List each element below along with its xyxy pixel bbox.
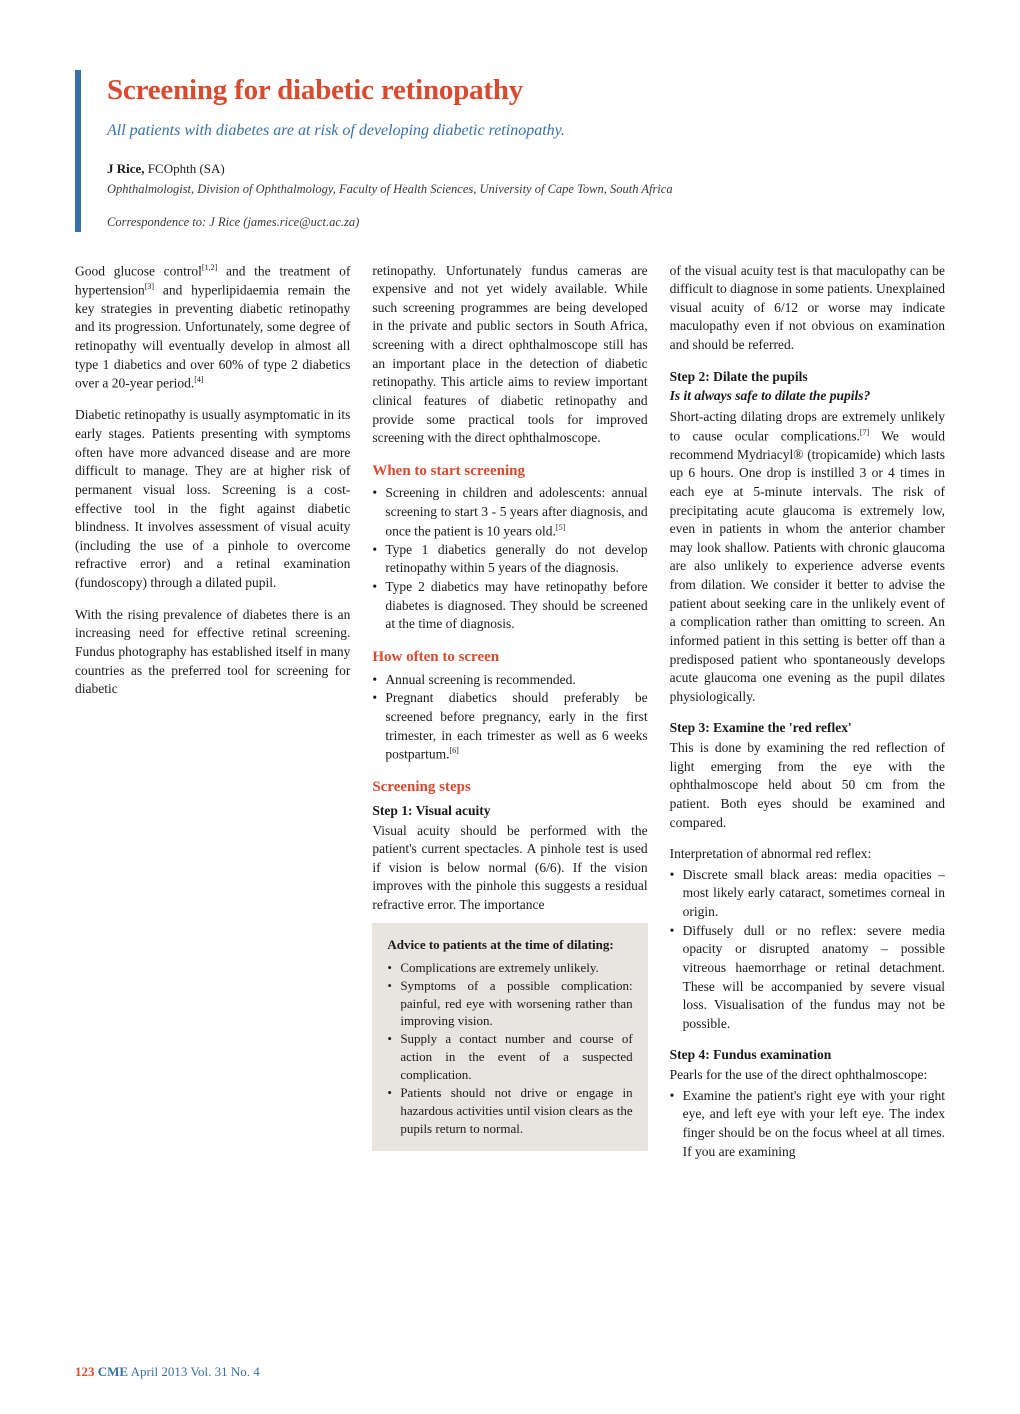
ref-3: [3] [145,282,154,291]
list-item: Type 1 diabetics generally do not develo… [372,541,647,578]
title-block: Screening for diabetic retinopathy All p… [75,70,945,232]
author-name: J Rice, [107,161,145,176]
intro-p3: With the rising prevalence of diabetes t… [75,606,350,699]
step4-bullets: Examine the patient's right eye with you… [670,1087,945,1162]
ref-5: [5] [556,523,565,532]
author-line: J Rice, FCOphth (SA) [107,160,945,178]
list-item: Examine the patient's right eye with you… [670,1087,945,1162]
page-footer: 123 CME April 2013 Vol. 31 No. 4 [75,1363,945,1381]
section-when-to-start: When to start screening [372,461,647,482]
author-affiliation: Ophthalmologist, Division of Ophthalmolo… [107,181,945,198]
list-item: Diffusely dull or no reflex: severe medi… [670,922,945,1034]
list-item: Discrete small black areas: media opacit… [670,866,945,922]
ref-1-2: [1,2] [202,263,217,272]
intro-p2: Diabetic retinopathy is usually asymptom… [75,406,350,592]
body-columns: Good glucose control[1,2] and the treatm… [75,262,945,1337]
advice-bullets: Complications are extremely unlikely. Sy… [387,959,632,1138]
list-item: Complications are extremely unlikely. [387,959,632,977]
advice-box-title: Advice to patients at the time of dilati… [387,936,632,954]
step4-p: Pearls for the use of the direct ophthal… [670,1066,945,1085]
step2-p: Short-acting dilating drops are extremel… [670,408,945,707]
section-how-often: How often to screen [372,647,647,668]
ref-7: [7] [860,428,869,437]
step2-subhead: Is it always safe to dilate the pupils? [670,387,945,406]
col3-p1: of the visual acuity test is that maculo… [670,262,945,355]
article-subtitle: All patients with diabetes are at risk o… [107,120,945,142]
section-screening-steps: Screening steps [372,777,647,798]
journal-name: CME [98,1364,128,1379]
issue-info: April 2013 Vol. 31 No. 4 [128,1364,260,1379]
list-item: Symptoms of a possible complication: pai… [387,977,632,1031]
list-item: Pregnant diabetics should preferably be … [372,689,647,764]
list-item: Type 2 diabetics may have retinopathy be… [372,578,647,634]
list-item: Patients should not drive or engage in h… [387,1084,632,1138]
step1-p: Visual acuity should be performed with t… [372,822,647,915]
step4-head: Step 4: Fundus examination [670,1046,945,1065]
page-number: 123 [75,1364,95,1379]
step3-head: Step 3: Examine the 'red reflex' [670,719,945,738]
ref-6: [6] [449,746,458,755]
author-credentials: FCOphth (SA) [145,161,225,176]
list-item: Screening in children and adolescents: a… [372,484,647,540]
ref-4: [4] [194,375,203,384]
list-item: Supply a contact number and course of ac… [387,1030,632,1084]
often-bullets: Annual screening is recommended. Pregnan… [372,671,647,765]
step2-head: Step 2: Dilate the pupils [670,368,945,387]
step3-p2: Interpretation of abnormal red reflex: [670,845,945,864]
intro-p1: Good glucose control[1,2] and the treatm… [75,262,350,394]
advice-box: Advice to patients at the time of dilati… [372,923,647,1151]
step3-p1: This is done by examining the red reflec… [670,739,945,832]
step3-bullets: Discrete small black areas: media opacit… [670,866,945,1034]
list-item: Annual screening is recommended. [372,671,647,690]
when-bullets: Screening in children and adolescents: a… [372,484,647,634]
article-title: Screening for diabetic retinopathy [107,70,945,110]
correspondence: Correspondence to: J Rice (james.rice@uc… [107,214,945,231]
step1-head: Step 1: Visual acuity [372,802,647,821]
col2-p1: retinopathy. Unfortunately fundus camera… [372,262,647,448]
